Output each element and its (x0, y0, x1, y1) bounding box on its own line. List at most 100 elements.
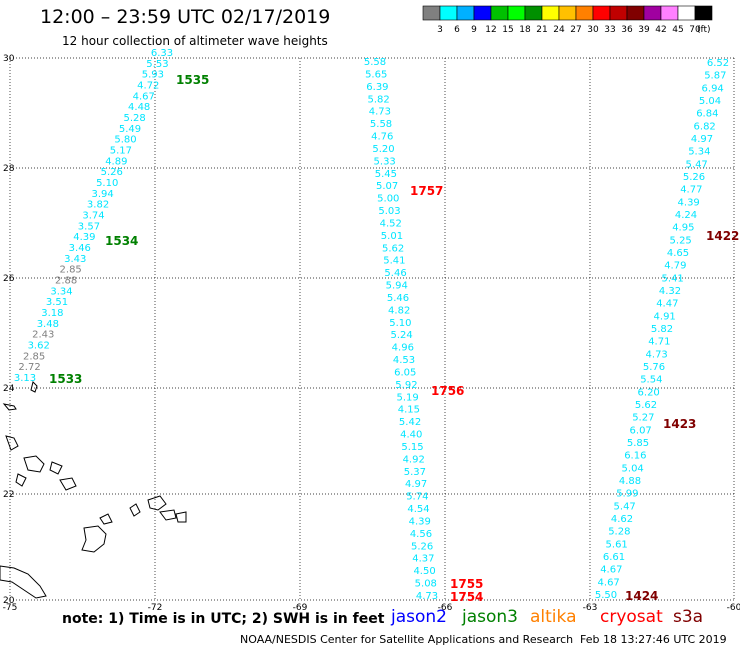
satellite-track: 4.735.084.504.375.264.564.394.545.744.97… (364, 57, 484, 604)
wave-height-value: 4.50 (413, 566, 435, 577)
wave-height-value: 4.67 (133, 91, 155, 102)
wave-height-value: 5.03 (378, 206, 400, 217)
wave-height-value: 5.27 (632, 413, 654, 424)
island-outline (5, 435, 19, 451)
wave-height-value: 5.10 (96, 178, 118, 189)
wave-height-value: 4.95 (672, 223, 694, 234)
wave-height-value: 4.76 (371, 132, 393, 143)
wave-height-value: 4.39 (73, 232, 95, 243)
wave-height-value: 3.46 (69, 243, 91, 254)
wave-height-value: 4.56 (410, 529, 432, 540)
wave-height-value: 5.80 (114, 135, 136, 146)
page-title: 12:00 – 23:59 UTC 02/17/2019 (40, 6, 331, 28)
island-outline (175, 511, 187, 523)
wave-height-value: 3.34 (50, 286, 72, 297)
latitude-tick-label: 22 (3, 490, 14, 500)
wave-height-value: 4.73 (369, 107, 391, 118)
wave-height-value: 6.82 (694, 121, 716, 132)
pass-time-label: 1423 (663, 417, 696, 431)
pass-time-label: 1754 (450, 590, 483, 604)
legend-unit: (ft) (697, 25, 711, 35)
wave-height-value: 4.71 (648, 337, 670, 348)
legend-label: 12 (485, 25, 496, 35)
wave-height-value: 3.18 (41, 308, 63, 319)
wave-height-value: 4.37 (412, 554, 434, 565)
wave-height-value: 4.52 (380, 218, 402, 229)
wave-height-value: 6.07 (630, 425, 652, 436)
wave-height-value: 5.50 (595, 590, 617, 601)
latitude-tick-label: 20 (3, 596, 15, 606)
island-outline (30, 381, 38, 393)
legend-label: 45 (672, 25, 683, 35)
pass-time-label: 1424 (625, 589, 658, 603)
island-outline (129, 503, 141, 517)
pass-time-label: 1535 (176, 73, 209, 87)
island-outline (81, 525, 107, 553)
pass-time-label: 1422 (706, 229, 739, 243)
wave-height-value: 4.88 (619, 476, 641, 487)
wave-height-value: 6.16 (624, 451, 646, 462)
wave-height-value: 4.77 (680, 185, 702, 196)
wave-height-value: 5.82 (651, 324, 673, 335)
island-outline (2, 403, 17, 411)
wave-height-value: 2.85 (60, 265, 82, 276)
wave-height-value: 5.26 (101, 167, 123, 178)
wave-height-value: 4.67 (598, 577, 620, 588)
wave-height-value: 4.32 (659, 286, 681, 297)
wave-height-value: 5.28 (608, 527, 630, 538)
wave-height-value: 4.15 (398, 405, 420, 416)
latitude-tick-label: 28 (3, 164, 15, 174)
wave-height-value: 5.45 (375, 169, 397, 180)
wave-height-value: 5.15 (401, 442, 423, 453)
wave-height-value: 3.62 (28, 341, 50, 352)
legend-label: 3 (437, 25, 443, 35)
wave-height-value: 5.93 (142, 70, 164, 81)
wave-height-value: 5.41 (383, 256, 405, 267)
wave-height-value: 6.61 (603, 552, 625, 563)
pass-time-label: 1755 (450, 577, 483, 591)
longitude-tick-label: -72 (148, 603, 163, 613)
wave-height-value: 2.43 (32, 330, 54, 341)
latitude-tick-label: 30 (3, 54, 15, 64)
legend-label: 15 (502, 25, 513, 35)
wave-height-value: 6.84 (696, 109, 718, 120)
wave-height-value: 5.87 (704, 71, 726, 82)
wave-height-value: 4.91 (654, 311, 676, 322)
wave-height-value: 4.40 (400, 430, 422, 441)
wave-height-value: 5.47 (686, 159, 708, 170)
wave-height-value: 4.54 (407, 504, 429, 515)
wave-height-value: 5.47 (614, 501, 636, 512)
wave-height-value: 5.07 (376, 181, 398, 192)
wave-height-value: 4.82 (388, 305, 410, 316)
coastlines (0, 381, 187, 599)
island-outline (147, 495, 167, 511)
pass-time-label: 1756 (431, 384, 464, 398)
legend-label: 24 (553, 25, 565, 35)
wave-height-value: 5.08 (415, 579, 437, 590)
legend-label: 27 (570, 25, 581, 35)
pass-time-label: 1533 (49, 372, 82, 386)
wave-height-value: 5.82 (367, 94, 389, 105)
wave-height-value: 5.33 (374, 156, 396, 167)
wave-height-value: 5.04 (699, 96, 721, 107)
generated-timestamp: Feb 18 13:27:46 UTC 2019 (580, 633, 727, 646)
island-outline (159, 509, 177, 521)
island-outline (23, 455, 45, 473)
wave-height-value: 5.94 (386, 281, 408, 292)
legend-label: 33 (604, 25, 615, 35)
wave-height-value: 5.37 (404, 467, 426, 478)
wave-height-value: 5.26 (411, 541, 433, 552)
wave-height-value: 5.49 (119, 124, 141, 135)
wave-height-value: 5.10 (389, 318, 411, 329)
island-outline (49, 461, 63, 475)
island-outline (59, 477, 77, 491)
longitude-tick-label: -60 (727, 603, 740, 613)
wave-height-value: 5.62 (635, 400, 657, 411)
legend-label: 21 (536, 25, 547, 35)
wave-height-value: 5.76 (643, 362, 665, 373)
page-subtitle: 12 hour collection of altimeter wave hei… (62, 34, 328, 48)
wave-height-value: 3.94 (92, 189, 114, 200)
legend-label: 30 (587, 25, 599, 35)
wave-height-value: 6.33 (151, 48, 173, 59)
